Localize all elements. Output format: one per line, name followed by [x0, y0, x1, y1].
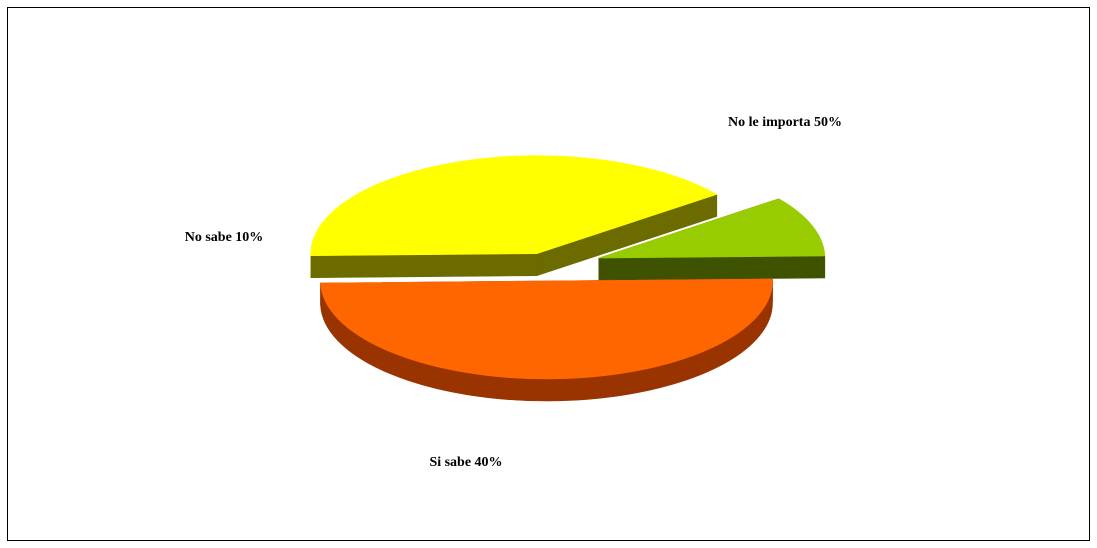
slice-label-no-le-importa: No le importa 50%: [728, 115, 842, 130]
slice-cut-face-no-sabe: [598, 255, 826, 281]
pie-labels: No le importa 50% Si sabe 40% No sabe 10%: [185, 115, 842, 470]
slice-top-no-sabe: [598, 198, 826, 259]
slice-label-no-sabe: No sabe 10%: [185, 230, 264, 245]
slice-top-si-sabe: [310, 155, 718, 257]
chart-frame: No le importa 50% Si sabe 40% No sabe 10%: [7, 7, 1090, 541]
slice-cut-face-si-sabe: [310, 253, 538, 279]
slice-no-le-importa: [320, 278, 773, 402]
slice-no-sabe: [598, 198, 826, 281]
slice-label-si-sabe: Si sabe 40%: [429, 455, 502, 470]
pie-slices: [310, 155, 826, 402]
slice-top-no-le-importa: [320, 278, 773, 380]
pie-chart: No le importa 50% Si sabe 40% No sabe 10%: [185, 115, 842, 470]
slice-si-sabe: [310, 155, 718, 279]
